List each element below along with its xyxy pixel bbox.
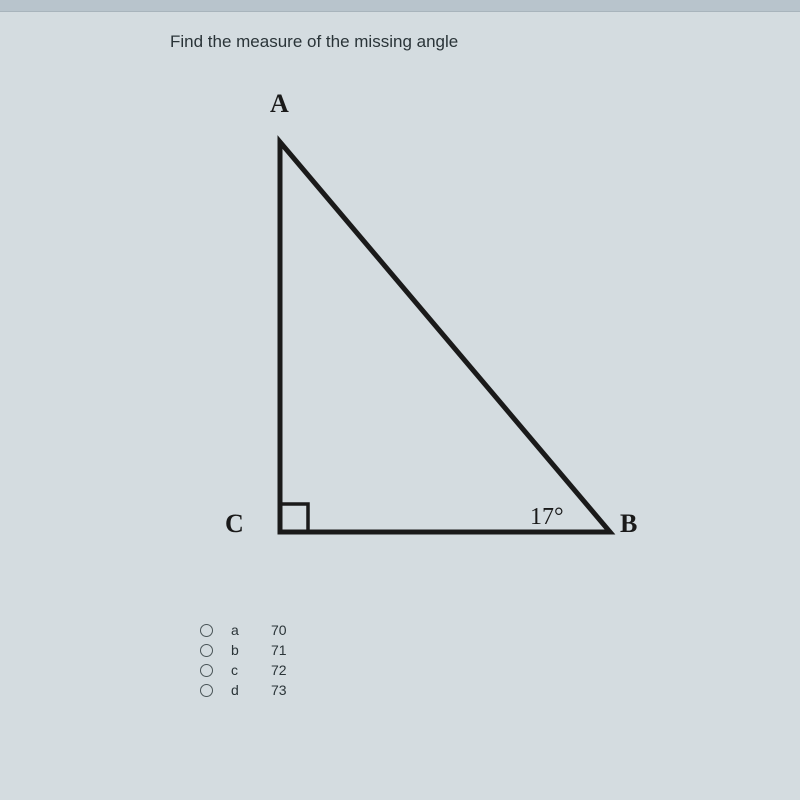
option-a-row[interactable]: a 70 <box>200 622 800 638</box>
top-divider-bar <box>0 0 800 12</box>
radio-icon[interactable] <box>200 664 213 677</box>
option-c-row[interactable]: c 72 <box>200 662 800 678</box>
option-value: 70 <box>271 622 287 638</box>
answer-options: a 70 b 71 c 72 d 73 <box>200 622 800 698</box>
radio-icon[interactable] <box>200 684 213 697</box>
vertex-label-b: B <box>620 509 637 538</box>
right-angle-marker <box>280 504 308 532</box>
option-letter: b <box>231 642 261 658</box>
content-area: Find the measure of the missing angle A … <box>0 12 800 698</box>
radio-icon[interactable] <box>200 624 213 637</box>
option-letter: d <box>231 682 261 698</box>
option-value: 72 <box>271 662 287 678</box>
option-value: 71 <box>271 642 287 658</box>
vertex-label-c: C <box>225 509 244 538</box>
option-d-row[interactable]: d 73 <box>200 682 800 698</box>
option-letter: a <box>231 622 261 638</box>
option-value: 73 <box>271 682 287 698</box>
triangle-diagram: A B C 17° <box>190 82 670 592</box>
vertex-label-a: A <box>270 89 289 118</box>
option-b-row[interactable]: b 71 <box>200 642 800 658</box>
triangle-shape <box>280 142 610 532</box>
option-letter: c <box>231 662 261 678</box>
question-text: Find the measure of the missing angle <box>170 32 800 52</box>
triangle-svg: A B C 17° <box>190 82 670 592</box>
angle-measure-label: 17° <box>530 504 564 530</box>
radio-icon[interactable] <box>200 644 213 657</box>
